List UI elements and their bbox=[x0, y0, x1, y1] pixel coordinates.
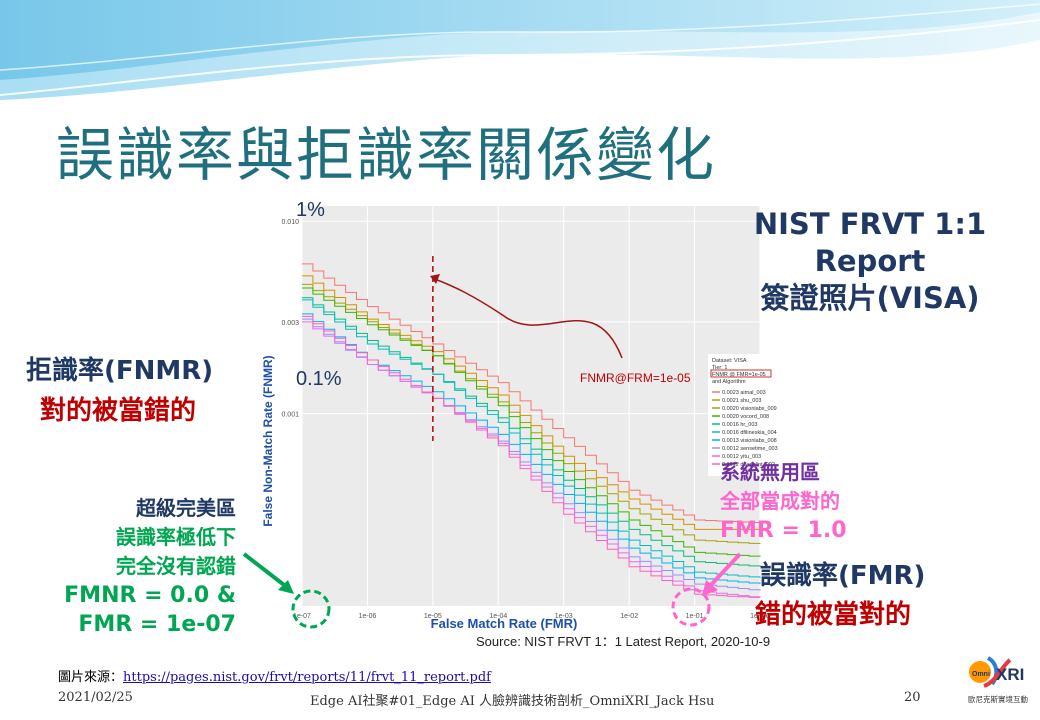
legend-header-text: Tier: 1 bbox=[712, 365, 727, 371]
perfect-zone-circle-icon bbox=[291, 589, 331, 629]
y-tick-label: 0.003 bbox=[281, 320, 299, 327]
y-axis-label: False Non-Match Rate (FNMR) bbox=[261, 355, 275, 526]
perfect-zone-arrow-icon bbox=[242, 552, 294, 594]
footer-course: Edge AI社聚#01_Edge AI 人臉辨識技術剖析_OmniXRI_Ja… bbox=[310, 694, 715, 709]
x-tick-label: 1e-01 bbox=[686, 613, 704, 620]
perfect-zone-line-4: FMNR = 0.0 & bbox=[64, 583, 236, 608]
useless-zone-line-2: 全部當成對的 bbox=[720, 489, 840, 513]
chart-source-label: Source: NIST FRVT 1：1 Latest Report, 202… bbox=[476, 634, 770, 649]
omnixri-logo-icon: Omni XRI 歐尼克斯實境互動 bbox=[968, 656, 1028, 704]
one-percent-label: 1% bbox=[296, 199, 325, 221]
x-tick-label: 1e-04 bbox=[489, 613, 507, 620]
legend-entry-label: 0.0012 yitu_003 bbox=[722, 454, 761, 460]
logo-caption: 歐尼克斯實境互動 bbox=[968, 694, 1028, 704]
operating-point-label: FNMR@FRM=1e-05 bbox=[580, 371, 691, 385]
x-tick-label: 1e-03 bbox=[555, 613, 573, 620]
image-source: 圖片來源：https://pages.nist.gov/frvt/reports… bbox=[58, 666, 491, 685]
y-tick-label: 0.010 bbox=[281, 219, 299, 226]
legend-header-text: Dataset: VISA bbox=[712, 358, 747, 364]
curved-arrow bbox=[431, 277, 623, 359]
omnixri-logo: Omni XRI 歐尼克斯實境互動 bbox=[966, 648, 1030, 706]
legend-entry-label: 0.0021 shu_003 bbox=[722, 398, 761, 404]
legend-entry-label: 0.0013 visionlabs_008 bbox=[722, 438, 777, 444]
legend-entry-label: 0.0016 hr_003 bbox=[722, 422, 757, 428]
legend-entry-label: 0.0012 deepglint_002 bbox=[722, 462, 775, 468]
image-source-label: 圖片來源： bbox=[58, 670, 124, 685]
series-line bbox=[302, 275, 760, 530]
legend-highlight-box bbox=[710, 369, 772, 378]
useless-zone-line-1: 系統無用區 bbox=[720, 460, 820, 484]
legend-header-text: and Algorithm bbox=[712, 379, 746, 385]
logo-xri-text: XRI bbox=[996, 665, 1024, 684]
legend-entry-label: 0.0020 visionlabs_009 bbox=[722, 406, 777, 412]
slide-title: 誤識率與拒識率關係變化 bbox=[56, 121, 717, 189]
header-wave-decoration bbox=[0, 0, 1040, 100]
image-source-link[interactable]: https://pages.nist.gov/frvt/reports/11/f… bbox=[123, 670, 491, 685]
fmr-title: 誤識率(FMR) bbox=[760, 561, 926, 591]
useless-zone-text: 系統無用區 全部當成對的 FMR = 1.0 bbox=[720, 458, 847, 545]
perfect-zone-text: 超級完美區 誤識率極低下 完全沒有認錯 FMNR = 0.0 & FMR = 1… bbox=[60, 494, 236, 639]
nist-line-3: 簽證照片(VISA) bbox=[760, 281, 980, 315]
useless-zone-line-3: FMR = 1.0 bbox=[720, 518, 847, 543]
legend-entry-label: 0.0023 aimal_003 bbox=[722, 390, 766, 396]
footer-date: 2021/02/25 bbox=[58, 690, 133, 705]
series-line bbox=[302, 263, 761, 523]
x-tick-label: 1e-02 bbox=[620, 613, 638, 620]
nist-report-heading: NIST FRVT 1:1 Report 簽證照片(VISA) bbox=[740, 206, 1000, 317]
legend-entry-label: 0.0020 vocord_008 bbox=[722, 414, 769, 420]
legend-entry-label: 0.0012 sensetime_003 bbox=[722, 446, 778, 452]
perfect-zone-line-1: 超級完美區 bbox=[136, 496, 236, 520]
perfect-zone-line-5: FMR = 1e-07 bbox=[78, 612, 236, 637]
arrow-head-icon bbox=[430, 274, 440, 284]
legend-header-text: FNMR @ FMR=1e-05 bbox=[712, 372, 766, 378]
fnmr-description: 對的被當錯的 bbox=[40, 396, 197, 426]
legend-background bbox=[708, 354, 786, 476]
y-tick-label: 0.001 bbox=[281, 412, 299, 419]
axis-group: 1e-07 1e-06 1e-05 1e-04 1e-03 1e-02 1e-01 1e+00… bbox=[281, 219, 769, 620]
logo-omni-text: Omni bbox=[972, 671, 990, 678]
footer-page-number: 20 bbox=[904, 690, 921, 705]
fmr-description: 錯的被當對的 bbox=[755, 600, 912, 630]
point-one-percent-label: 0.1% bbox=[296, 368, 342, 390]
nist-line-1: NIST FRVT 1:1 bbox=[753, 207, 987, 241]
legend-entry-label: 0.0016 dfilineskia_004 bbox=[722, 430, 777, 436]
x-tick-label: 1e+00 bbox=[750, 613, 770, 620]
x-axis-label: False Match Rate (FMR) bbox=[431, 616, 578, 631]
x-tick-label: 1e-07 bbox=[293, 613, 311, 620]
perfect-zone-line-2: 誤識率極低下 bbox=[116, 525, 236, 549]
series-group bbox=[302, 263, 761, 598]
x-tick-label: 1e-06 bbox=[358, 613, 376, 620]
nist-line-2: Report bbox=[814, 244, 926, 278]
fnmr-fmr-chart: 1e-07 1e-06 1e-05 1e-04 1e-03 1e-02 1e-01 1e+00… bbox=[261, 199, 786, 649]
useless-zone-arrow-icon bbox=[702, 552, 742, 596]
fnmr-title: 拒識率(FNMR) bbox=[26, 356, 214, 386]
perfect-zone-line-3: 完全沒有認錯 bbox=[116, 554, 236, 578]
x-tick-label: 1e-05 bbox=[424, 613, 442, 620]
useless-zone-circle-icon bbox=[671, 587, 711, 627]
